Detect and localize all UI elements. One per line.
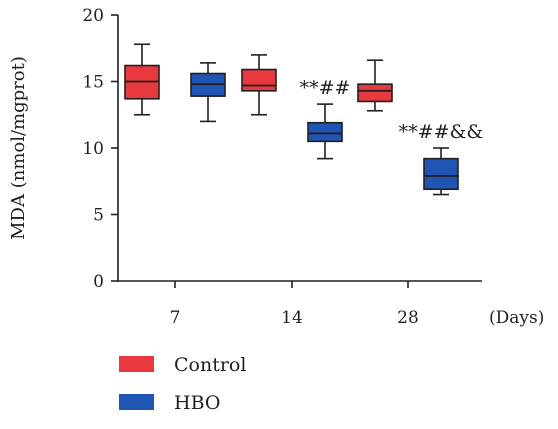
y-axis: 0 5 10 15 20	[82, 6, 119, 292]
x-tick-label: 14	[281, 308, 303, 328]
x-tick-label: 7	[170, 308, 181, 328]
y-tick-label: 15	[82, 73, 104, 93]
legend-label: Control	[174, 354, 246, 376]
boxes	[124, 43, 459, 196]
box-control-14	[241, 54, 277, 116]
legend-swatch	[119, 394, 154, 410]
legend: Control HBO	[119, 354, 246, 414]
iqr-box	[423, 157, 459, 191]
legend-item-control: Control	[119, 354, 246, 376]
legend-swatch	[119, 356, 154, 372]
significance-annotation: **##&&	[399, 121, 484, 143]
y-tick-label: 0	[93, 272, 104, 292]
x-axis: 7 14 28	[118, 280, 482, 328]
y-tick-label: 5	[93, 206, 104, 226]
significance-annotations: **## **##&&	[300, 77, 484, 143]
legend-label: HBO	[174, 392, 220, 414]
iqr-box	[241, 68, 277, 92]
iqr-box	[307, 121, 343, 143]
significance-annotation: **##	[300, 77, 351, 99]
x-tick-label: 28	[397, 308, 419, 328]
legend-item-hbo: HBO	[119, 392, 220, 414]
x-axis-unit-label: (Days)	[489, 308, 544, 328]
box-control-7	[124, 43, 160, 116]
box-control-28	[357, 59, 393, 112]
y-axis-label: MDA (nmol/mgprot)	[8, 56, 29, 240]
iqr-box	[357, 83, 393, 103]
box-hbo-28	[423, 147, 459, 196]
box-hbo-14	[307, 103, 343, 160]
y-tick-label: 10	[82, 139, 104, 159]
box-hbo-7	[190, 62, 226, 123]
y-tick-label: 20	[82, 6, 104, 26]
